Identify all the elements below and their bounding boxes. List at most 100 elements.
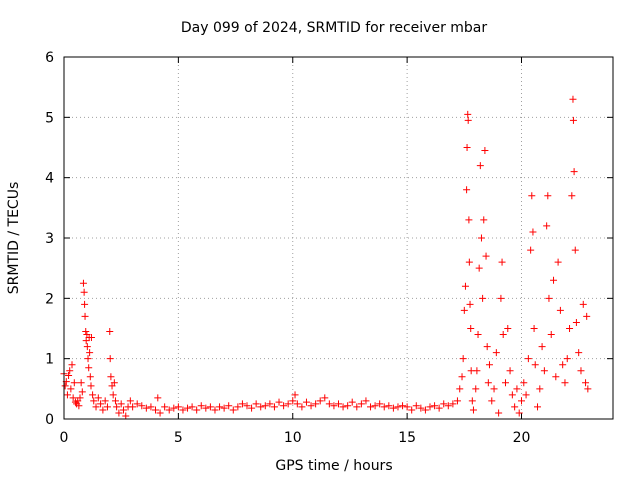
data-point: [488, 397, 496, 405]
data-point: [89, 391, 97, 399]
data-point: [456, 385, 464, 393]
data-point: [202, 404, 210, 412]
data-point: [453, 397, 461, 405]
data-point: [476, 162, 484, 170]
data-point: [101, 397, 109, 405]
data-point: [316, 397, 324, 405]
data-point: [107, 373, 115, 381]
data-point: [408, 406, 416, 414]
data-point: [103, 403, 111, 411]
data-point: [495, 409, 503, 417]
data-point: [357, 400, 365, 408]
data-point: [289, 397, 297, 405]
data-point: [312, 400, 320, 408]
data-point: [464, 116, 472, 124]
data-point: [344, 402, 352, 410]
data-point: [270, 403, 278, 411]
data-point: [248, 404, 256, 412]
ticks: 0 5 10 15 20 0 1 2 3 4 5 6: [45, 50, 613, 446]
data-point: [475, 264, 483, 272]
data-point: [165, 406, 173, 414]
data-point: [534, 403, 542, 411]
data-point: [380, 403, 388, 411]
data-point: [86, 373, 94, 381]
data-point: [79, 279, 87, 287]
data-point: [80, 288, 88, 296]
data-point: [188, 403, 196, 411]
data-point: [156, 409, 164, 417]
data-point: [485, 361, 493, 369]
data-point: [110, 379, 118, 387]
data-point: [94, 394, 102, 402]
data-point: [529, 228, 537, 236]
data-point: [498, 258, 506, 266]
data-point: [463, 144, 471, 151]
data-point: [211, 406, 219, 414]
data-point: [266, 400, 274, 408]
data-point: [543, 222, 551, 230]
data-point: [440, 400, 448, 408]
data-point: [371, 402, 379, 410]
y-tick-label: 1: [45, 352, 54, 368]
data-point: [81, 300, 89, 308]
data-point: [528, 192, 536, 200]
data-point: [550, 276, 558, 284]
data-point: [291, 391, 299, 399]
data-point: [492, 349, 500, 357]
data-point: [566, 325, 574, 332]
data-point: [325, 400, 333, 408]
x-axis-title: GPS time / hours: [275, 458, 392, 474]
data-point: [362, 397, 370, 405]
data-point: [584, 385, 592, 393]
data-point: [399, 402, 407, 410]
data-point: [126, 397, 134, 405]
data-point: [152, 406, 159, 414]
data-point: [490, 385, 498, 393]
data-point: [243, 402, 251, 410]
data-point: [511, 403, 519, 411]
y-tick-label: 6: [45, 50, 54, 66]
data-point: [115, 409, 123, 417]
data-point: [479, 294, 487, 302]
data-point: [66, 367, 74, 375]
data-point: [552, 373, 560, 381]
y-tick-label: 5: [45, 110, 54, 126]
data-point: [483, 343, 491, 351]
x-tick-label: 5: [174, 430, 183, 446]
data-point: [466, 300, 474, 308]
data-point: [75, 402, 83, 410]
data-point: [197, 402, 205, 410]
data-point: [435, 404, 443, 412]
data-point: [225, 402, 233, 410]
data-point: [252, 400, 260, 408]
data-point: [463, 186, 471, 194]
data-point: [554, 258, 562, 266]
data-point: [459, 355, 467, 363]
data-point: [90, 397, 98, 405]
data-point: [78, 388, 86, 396]
data-point: [472, 385, 480, 393]
data-point: [559, 361, 567, 369]
data-point: [83, 343, 91, 351]
x-tick-label: 10: [284, 430, 302, 446]
data-point: [545, 294, 553, 302]
data-point: [275, 398, 283, 406]
data-point: [506, 367, 514, 375]
data-point: [579, 300, 587, 308]
data-point: [504, 325, 512, 332]
data-point: [261, 402, 269, 410]
data-point: [480, 216, 488, 224]
data-point: [527, 246, 535, 254]
plot-frame: [63, 56, 614, 420]
data-point: [87, 382, 95, 390]
data-point: [133, 400, 141, 408]
data-point: [307, 402, 315, 410]
data-point: [540, 367, 548, 375]
data-point: [473, 367, 481, 375]
data-point: [82, 337, 90, 345]
data-point: [174, 403, 182, 411]
data-point: [583, 312, 591, 320]
data-point: [513, 385, 521, 393]
data-point: [421, 406, 429, 414]
